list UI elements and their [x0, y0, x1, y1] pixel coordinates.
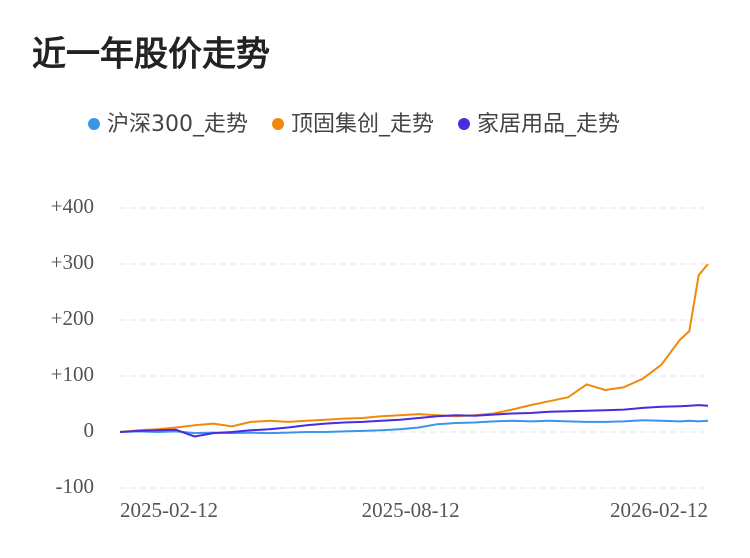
y-tick-label: +200 — [51, 306, 94, 330]
legend-label: 顶固集创_走势 — [291, 112, 434, 137]
legend-label: 沪深300_走势 — [107, 112, 248, 137]
legend-marker — [272, 118, 284, 130]
series-line — [119, 263, 709, 433]
x-tick-label: 2025-08-12 — [362, 498, 460, 522]
series-line — [119, 404, 709, 438]
y-tick-label: +400 — [51, 194, 94, 218]
y-tick-label: -100 — [56, 474, 95, 498]
legend-label: 家居用品_走势 — [477, 112, 620, 137]
y-tick-label: +100 — [51, 362, 94, 386]
legend-marker — [88, 118, 100, 130]
legend-marker — [458, 118, 471, 130]
y-tick-label: +300 — [51, 250, 94, 274]
x-tick-label: 2025-02-12 — [120, 498, 218, 522]
series-line — [119, 419, 709, 435]
y-tick-label: 0 — [84, 418, 95, 442]
chart-title: 近一年股价走势 — [32, 35, 270, 75]
x-tick-label: 2026-02-12 — [610, 498, 708, 522]
